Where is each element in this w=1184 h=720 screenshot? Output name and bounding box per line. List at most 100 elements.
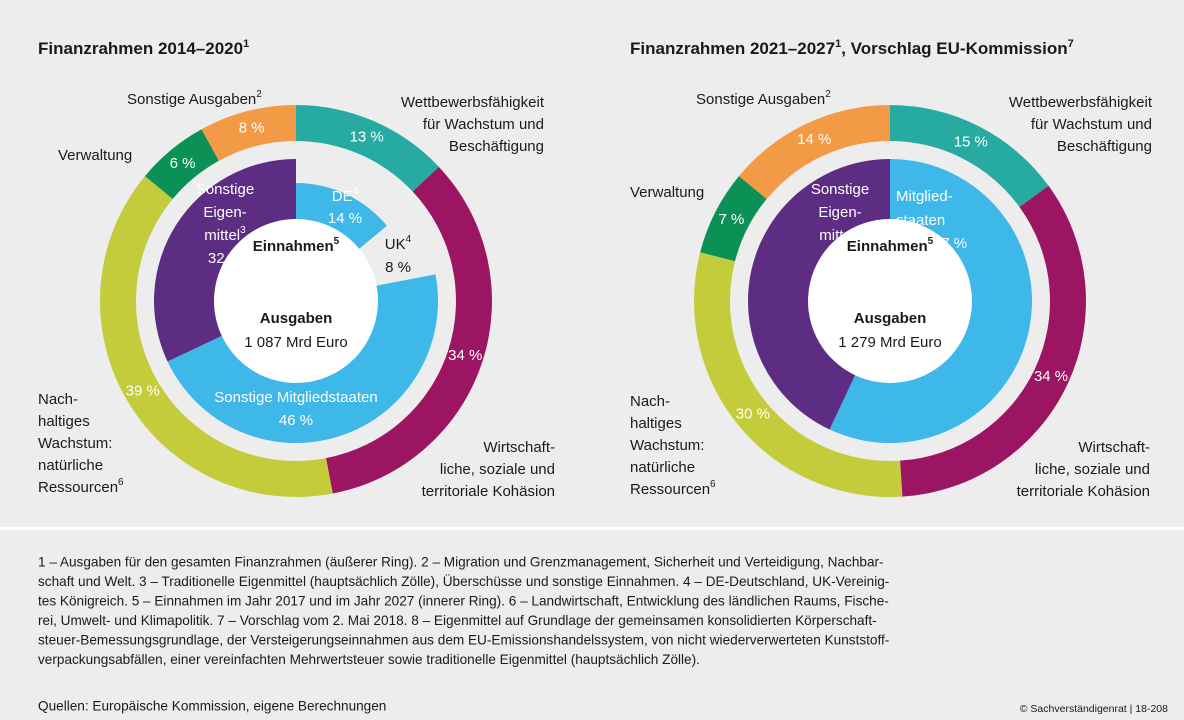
source: Quellen: Europäische Kommission, eigene … <box>38 699 386 714</box>
title-text: , Vorschlag EU-Kommission <box>841 39 1067 58</box>
inner-slice <box>167 274 439 444</box>
category-label-text: Beschäftigung <box>1057 138 1152 155</box>
category-label-text: Verwaltung <box>58 147 132 164</box>
category-label-text: Verwaltung <box>630 184 704 201</box>
category-label-text: Sonstige Ausgaben <box>127 91 256 108</box>
inner-value-label: 32 % <box>208 250 242 267</box>
value-label: 15 % <box>954 133 988 150</box>
category-label-text: Ressourcen <box>38 479 118 496</box>
category-label: Verwaltung <box>58 147 132 164</box>
footnote-marker: 4 <box>353 186 359 197</box>
category-label: Nach- <box>630 393 670 410</box>
inner-label-text: mittel <box>819 227 855 244</box>
category-label: liche, soziale und <box>440 461 555 478</box>
inner-label-text: DE <box>332 188 353 205</box>
inner-label: Mitglied- <box>896 188 953 205</box>
category-label: für Wachstum und <box>1031 116 1152 133</box>
category-label-text: haltiges <box>630 415 682 432</box>
value-label: 30 % <box>736 405 770 422</box>
inner-label: Eigen- <box>203 204 246 221</box>
category-label-text: Nach- <box>38 391 78 408</box>
category-label: für Wachstum und <box>423 116 544 133</box>
footnote-marker: 2 <box>256 89 262 100</box>
center-hole <box>214 219 378 383</box>
category-label-text: für Wachstum und <box>1031 116 1152 133</box>
chart-title: Finanzrahmen 2014–20201 <box>38 38 249 59</box>
value-label: 6 % <box>170 155 196 172</box>
outer-slice <box>694 252 903 498</box>
inner-slice <box>153 159 296 362</box>
footnote-marker: 5 <box>928 236 934 247</box>
inner-slice <box>296 183 387 249</box>
inner-label-text: Eigen- <box>203 204 246 221</box>
footnote: tes Königreich. 5 – Einnahmen im Jahr 20… <box>38 594 889 609</box>
title-text: Finanzrahmen 2021–2027 <box>630 39 835 58</box>
value-label: 8 % <box>239 120 265 137</box>
category-label: Wirtschaft- <box>483 439 555 456</box>
inner-slice <box>829 159 1032 443</box>
separator <box>0 527 1184 530</box>
category-label: Beschäftigung <box>1057 138 1152 155</box>
footnote: schaft und Welt. 3 – Traditionelle Eigen… <box>38 574 889 589</box>
category-label: Ressourcen6 <box>38 477 124 496</box>
inner-label: UK4 <box>385 234 412 253</box>
footnote-marker: 6 <box>118 477 124 488</box>
category-label-text: für Wachstum und <box>423 116 544 133</box>
category-label-text: Wirtschaft- <box>483 439 555 456</box>
category-label: haltiges <box>630 415 682 432</box>
category-label-text: Beschäftigung <box>449 138 544 155</box>
outer-slice <box>100 176 333 498</box>
footnote: steuer-Bemessungsgrundlage, der Versteig… <box>38 633 889 648</box>
category-label-text: Wettbewerbsfähigkeit <box>401 94 545 111</box>
category-label: Wirtschaft- <box>1078 439 1150 456</box>
inner-value-label: 57 % <box>933 235 967 252</box>
inner-label: Sonstige <box>811 181 869 198</box>
chart-title: Finanzrahmen 2021–20271, Vorschlag EU-Ko… <box>630 38 1074 59</box>
outer-slice <box>201 105 296 161</box>
category-label: Wettbewerbsfähigkeit <box>401 94 545 111</box>
footnote-marker: 1 <box>243 38 249 50</box>
category-label-text: territoriale Kohäsion <box>422 483 555 500</box>
inner-label-text: Sonstige <box>811 181 869 198</box>
copyright: © Sachverständigenrat | 18-208 <box>1020 703 1168 715</box>
category-label-text: liche, soziale und <box>440 461 555 478</box>
footnote-marker: 3 <box>240 225 246 236</box>
value-label: 34 % <box>448 347 482 364</box>
inner-title-text: Einnahmen <box>253 238 334 255</box>
footnote-marker: 4 <box>406 234 412 245</box>
category-label: Ressourcen6 <box>630 479 716 498</box>
center-value: 1 279 Mrd Euro <box>838 334 941 351</box>
footnote-marker: 1 <box>835 38 841 50</box>
outer-slice <box>738 105 890 200</box>
inner-label-text: Sonstige Mitgliedstaaten <box>214 389 377 406</box>
inner-label-text: Sonstige <box>196 181 254 198</box>
inner-label-text: staaten <box>896 212 945 229</box>
value-label: 14 % <box>797 131 831 148</box>
inner-title: Einnahmen5 <box>253 236 340 255</box>
category-label-text: Wirtschaft- <box>1078 439 1150 456</box>
inner-value-label: 8 % <box>385 259 411 276</box>
category-label-text: Wachstum: <box>38 435 112 452</box>
footnote: 1 – Ausgaben für den gesamten Finanzrahm… <box>38 555 884 570</box>
category-label: Beschäftigung <box>449 138 544 155</box>
category-label: Sonstige Ausgaben2 <box>127 89 262 108</box>
value-label: 34 % <box>1034 368 1068 385</box>
inner-label: staaten <box>896 212 945 229</box>
category-label-text: natürliche <box>38 457 103 474</box>
footnote-marker: 8 <box>855 225 861 236</box>
category-label: haltiges <box>38 413 90 430</box>
outer-slice <box>144 129 219 200</box>
inner-title-text: Einnahmen <box>847 238 928 255</box>
category-label-text: Sonstige Ausgaben <box>696 91 825 108</box>
inner-value-label: 43 % <box>823 250 857 267</box>
inner-value-label: 14 % <box>328 210 362 227</box>
category-label: territoriale Kohäsion <box>1017 483 1150 500</box>
category-label: Wettbewerbsfähigkeit <box>1009 94 1153 111</box>
footnote: verpackungsabfällen, einer vereinfachten… <box>38 652 700 667</box>
center-hole <box>808 219 972 383</box>
category-label-text: Ressourcen <box>630 481 710 498</box>
title-text: Finanzrahmen 2014–2020 <box>38 39 243 58</box>
category-label: Wachstum: <box>38 435 112 452</box>
value-label: 13 % <box>350 129 384 146</box>
